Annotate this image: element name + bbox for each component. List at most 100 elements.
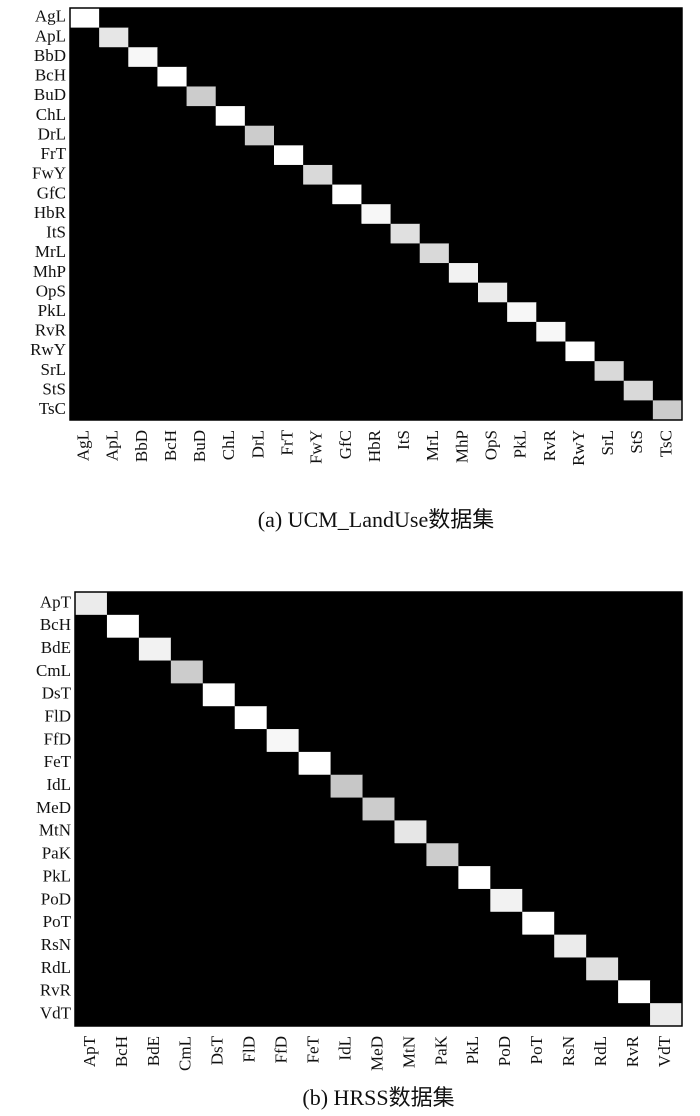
heatmap-cell	[128, 302, 158, 323]
heatmap-cell	[106, 888, 140, 913]
heatmap-cell	[215, 400, 246, 421]
heatmap-cell	[170, 751, 204, 776]
x-tick-label: BcH	[112, 1036, 131, 1067]
heatmap-cell	[362, 1003, 395, 1027]
heatmap-cell	[361, 125, 392, 146]
heatmap-cell	[565, 243, 596, 264]
heatmap-cell	[298, 820, 332, 844]
heatmap-cell	[623, 27, 654, 48]
heatmap-cell	[170, 957, 204, 981]
heatmap-cell	[490, 660, 523, 684]
heatmap-cell	[554, 683, 587, 707]
heatmap-cell	[75, 683, 108, 707]
heatmap-cell	[390, 380, 421, 401]
heatmap-cell	[522, 820, 555, 844]
heatmap-cell	[330, 614, 364, 639]
heatmap-cell	[298, 1003, 332, 1027]
heatmap-cell	[594, 223, 625, 244]
heatmap-cell	[394, 866, 427, 890]
heatmap-cell	[128, 223, 158, 244]
heatmap-cell	[215, 204, 246, 225]
heatmap-cell	[652, 145, 683, 166]
heatmap-cell	[448, 47, 479, 68]
heatmap-cell	[186, 27, 217, 48]
heatmap-cell	[298, 614, 332, 639]
heatmap-cell	[274, 47, 304, 68]
heatmap-cell	[458, 637, 491, 662]
heatmap-cell	[202, 729, 236, 753]
x-tick-label: TsC	[656, 430, 675, 457]
heatmap-cell	[202, 797, 236, 821]
heatmap-cell	[390, 8, 421, 29]
heatmap-cell	[490, 797, 523, 821]
heatmap-cell	[650, 980, 683, 1004]
heatmap-cell	[565, 184, 596, 205]
heatmap-cell	[419, 302, 450, 323]
heatmap-cell	[458, 866, 491, 890]
heatmap-cell	[565, 361, 596, 382]
heatmap-cell	[390, 223, 421, 244]
heatmap-cell	[234, 957, 268, 981]
heatmap-cell	[99, 8, 129, 29]
heatmap-cell	[419, 341, 450, 362]
heatmap-cell	[362, 957, 395, 981]
heatmap-cell	[244, 223, 275, 244]
heatmap-cell	[522, 957, 555, 981]
heatmap-cell	[652, 66, 683, 87]
heatmap-cell	[106, 592, 140, 616]
heatmap-cell	[586, 683, 619, 707]
y-tick-label: FlD	[45, 707, 71, 726]
heatmap-cell	[157, 243, 188, 264]
heatmap-cell	[536, 184, 566, 205]
heatmap-cell	[394, 820, 427, 844]
heatmap-cell	[490, 592, 523, 616]
heatmap-cell	[361, 164, 392, 186]
heatmap-cell	[623, 184, 654, 205]
heatmap-cell	[554, 980, 587, 1004]
heatmap-cell	[106, 820, 140, 844]
heatmap-cell	[490, 866, 523, 890]
heatmap-cell	[70, 164, 100, 186]
heatmap-cell	[652, 400, 683, 421]
heatmap-cell	[128, 47, 158, 68]
heatmap-cell	[234, 774, 268, 799]
heatmap-cell	[75, 820, 108, 844]
heatmap-cell	[186, 8, 217, 29]
heatmap-cell	[70, 341, 100, 362]
heatmap-cell	[170, 706, 204, 730]
heatmap-cell	[507, 341, 537, 362]
heatmap-cell	[426, 660, 459, 684]
heatmap-cell	[390, 106, 421, 127]
heatmap-cell	[170, 866, 204, 890]
heatmap-cell	[157, 380, 188, 401]
heatmap-cell	[419, 282, 450, 303]
heatmap-cell	[202, 843, 236, 867]
heatmap-cell	[303, 361, 333, 382]
heatmap-cell	[458, 957, 491, 981]
heatmap-cell	[99, 282, 129, 303]
heatmap-cell	[244, 27, 275, 48]
heatmap-cell	[157, 361, 188, 382]
heatmap-cell	[448, 86, 479, 107]
heatmap-cell	[426, 592, 459, 616]
heatmap-cell	[507, 8, 537, 29]
heatmap-cell	[623, 125, 654, 146]
heatmap-cell	[274, 282, 304, 303]
heatmap-cell	[565, 282, 596, 303]
heatmap-cell	[490, 706, 523, 730]
heatmap-cell	[478, 125, 508, 146]
heatmap-cell	[652, 223, 683, 244]
heatmap-cell	[522, 774, 555, 799]
heatmap-cell	[448, 164, 479, 186]
heatmap-cell	[394, 911, 427, 936]
heatmap-cell	[138, 911, 172, 936]
heatmap-cell	[266, 957, 300, 981]
heatmap-cell	[361, 400, 392, 421]
heatmap-cell	[234, 866, 268, 890]
heatmap-cell	[215, 341, 246, 362]
heatmap-cell	[478, 184, 508, 205]
heatmap-cell	[362, 934, 395, 958]
heatmap-cell	[75, 592, 108, 616]
heatmap-cell	[170, 729, 204, 753]
heatmap-cell	[362, 820, 395, 844]
